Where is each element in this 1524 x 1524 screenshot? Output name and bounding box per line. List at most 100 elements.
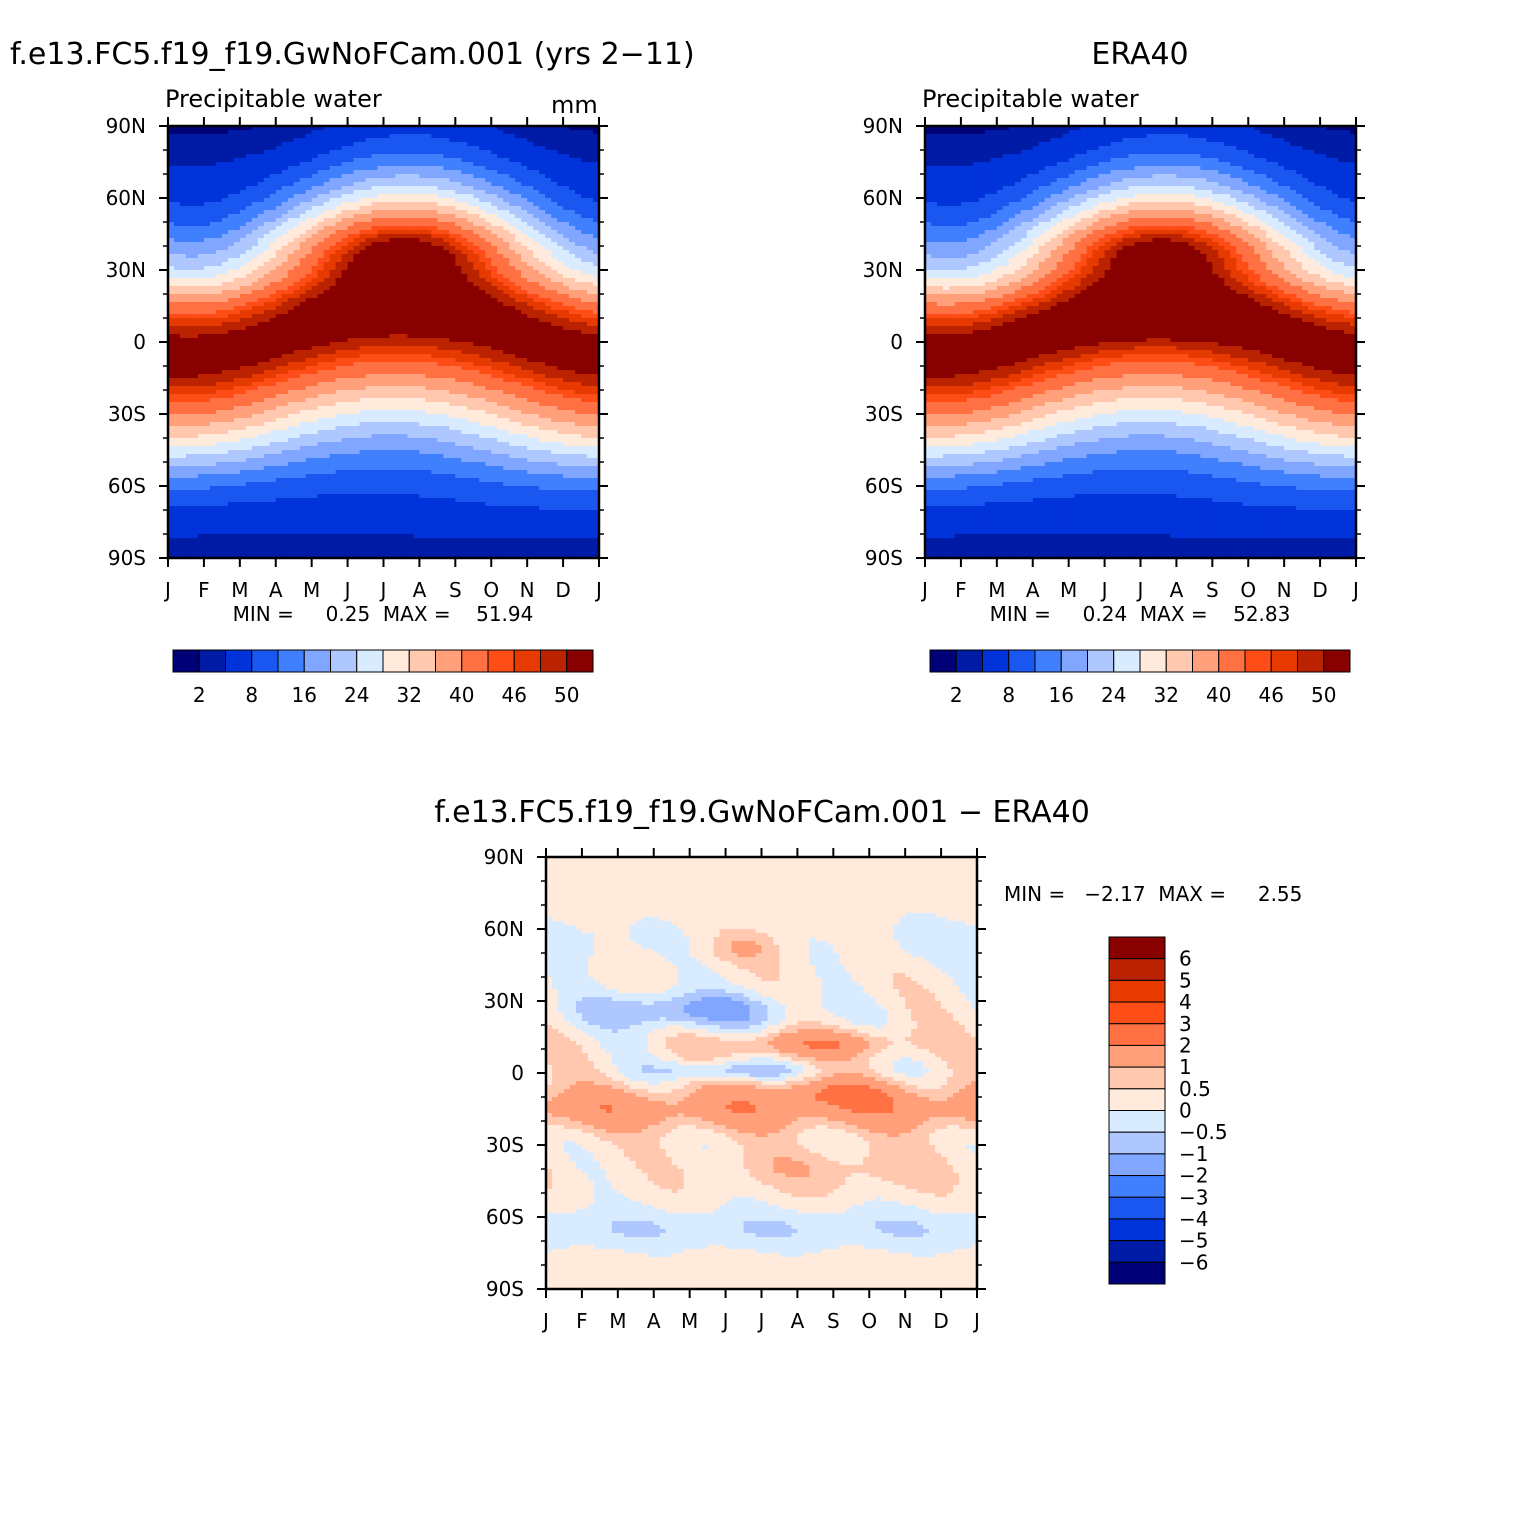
- field-cell: [239, 178, 247, 183]
- field-cell: [341, 286, 349, 291]
- field-cell: [275, 330, 283, 335]
- field-cell: [209, 278, 217, 283]
- field-cell: [473, 278, 480, 283]
- field-cell: [317, 178, 325, 183]
- field-cell: [557, 322, 564, 327]
- field-cell: [329, 394, 337, 399]
- field-cell: [251, 134, 259, 139]
- field-cell: [587, 170, 594, 175]
- field-cell: [425, 366, 432, 371]
- field-cell: [563, 130, 570, 135]
- field-cell: [269, 398, 277, 403]
- field-cell: [215, 154, 223, 159]
- field-cell: [491, 306, 498, 311]
- field-cell: [353, 262, 361, 267]
- field-cell: [473, 166, 480, 171]
- field-cell: [287, 398, 295, 403]
- field-cell: [347, 358, 355, 363]
- field-cell: [311, 218, 319, 223]
- field-cell: [371, 318, 379, 323]
- field-cell: [179, 210, 187, 215]
- field-cell: [485, 310, 492, 315]
- field-cell: [575, 218, 582, 223]
- field-cell: [467, 262, 474, 267]
- field-cell: [341, 354, 349, 359]
- field-cell: [365, 194, 373, 199]
- field-cell: [545, 146, 552, 151]
- field-cell: [461, 326, 468, 331]
- field-cell: [305, 246, 313, 251]
- field-cell: [449, 318, 456, 323]
- field-cell: [497, 222, 504, 227]
- field-cell: [539, 394, 546, 399]
- field-cell: [539, 274, 546, 279]
- field-cell: [329, 290, 337, 295]
- field-cell: [437, 286, 444, 291]
- field-cell: [425, 242, 432, 247]
- field-cell: [557, 254, 564, 259]
- field-cell: [575, 350, 582, 355]
- field-cell: [491, 286, 498, 291]
- field-cell: [407, 358, 415, 363]
- field-cell: [581, 186, 588, 191]
- field-cell: [437, 218, 444, 223]
- field-cell: [515, 346, 522, 351]
- field-cell: [431, 258, 438, 263]
- field-cell: [263, 366, 271, 371]
- field-cell: [497, 342, 504, 347]
- field-cell: [317, 342, 325, 347]
- field-cell: [173, 198, 181, 203]
- field-cell: [317, 382, 325, 387]
- field-cell: [431, 270, 438, 275]
- field-cell: [203, 302, 211, 307]
- field-cell: [515, 134, 522, 139]
- field-cell: [173, 362, 181, 367]
- field-cell: [593, 162, 600, 167]
- field-cell: [365, 166, 373, 171]
- field-cell: [329, 354, 337, 359]
- field-cell: [551, 154, 558, 159]
- field-cell: [419, 186, 427, 191]
- field-cell: [251, 214, 259, 219]
- field-cell: [287, 338, 295, 343]
- field-cell: [239, 210, 247, 215]
- field-cell: [191, 390, 199, 395]
- field-cell: [353, 254, 361, 259]
- field-cell: [557, 138, 564, 143]
- field-cell: [593, 178, 600, 183]
- field-cell: [545, 270, 552, 275]
- field-cell: [233, 238, 241, 243]
- field-cell: [479, 202, 486, 207]
- field-cell: [353, 266, 361, 271]
- field-cell: [269, 390, 277, 395]
- field-cell: [587, 298, 594, 303]
- field-cell: [533, 394, 540, 399]
- field-cell: [281, 258, 289, 263]
- field-cell: [209, 398, 217, 403]
- field-cell: [168, 194, 175, 199]
- field-cell: [347, 250, 355, 255]
- field-cell: [407, 314, 415, 319]
- field-cell: [335, 362, 343, 367]
- field-cell: [491, 218, 498, 223]
- field-cell: [347, 238, 355, 243]
- field-cell: [587, 294, 594, 299]
- field-cell: [239, 358, 247, 363]
- field-cell: [593, 174, 600, 179]
- field-cell: [335, 134, 343, 139]
- field-cell: [173, 282, 181, 287]
- field-cell: [245, 366, 253, 371]
- field-cell: [257, 306, 265, 311]
- field-cell: [251, 174, 259, 179]
- field-cell: [191, 226, 199, 231]
- field-cell: [551, 386, 558, 391]
- field-cell: [431, 398, 438, 403]
- field-cell: [419, 354, 427, 359]
- field-cell: [491, 134, 498, 139]
- field-cell: [293, 138, 301, 143]
- field-cell: [233, 250, 241, 255]
- field-cell: [323, 218, 331, 223]
- field-cell: [581, 146, 588, 151]
- field-cell: [497, 274, 504, 279]
- field-cell: [347, 254, 355, 259]
